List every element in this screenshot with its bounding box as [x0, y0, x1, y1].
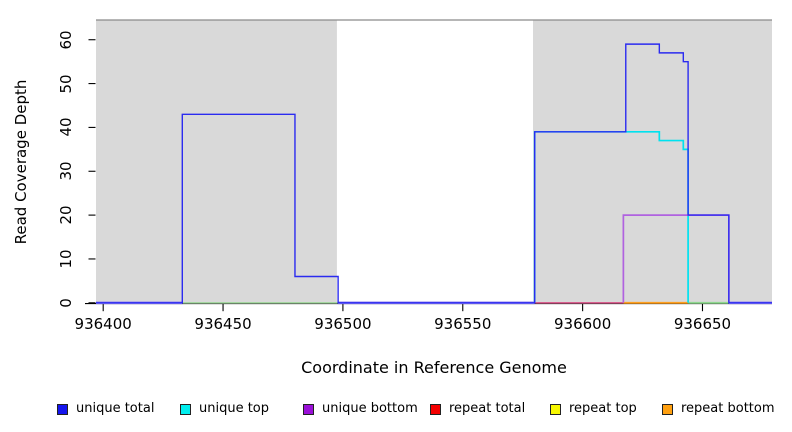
y-tick-label: 0 — [57, 298, 75, 308]
x-tick-label: 936400 — [74, 315, 132, 333]
y-tick-label: 50 — [57, 74, 75, 94]
legend-item-unique-total: unique total — [57, 401, 154, 417]
series-line-unique-total — [96, 43, 772, 304]
legend-swatch-unique-top — [180, 403, 191, 415]
legend-swatch-repeat-bottom — [662, 403, 673, 415]
legend-label: unique bottom — [322, 401, 418, 416]
x-tick-label: 936600 — [553, 315, 612, 333]
legend-item-repeat-total: repeat total — [430, 401, 525, 417]
x-tick-label: 936450 — [194, 315, 252, 333]
y-axis-title: Read Coverage Depth — [12, 79, 30, 245]
legend-label: repeat top — [569, 401, 637, 416]
x-tick-label: 936500 — [314, 315, 372, 333]
legend-label: repeat bottom — [681, 401, 775, 416]
legend-label: unique total — [76, 401, 155, 416]
legend-swatch-unique-total — [57, 403, 68, 415]
legend-item-unique-bottom: unique bottom — [303, 401, 418, 417]
legend-swatch-unique-bottom — [303, 403, 314, 415]
legend-label: unique top — [199, 401, 270, 416]
y-tick-label: 60 — [57, 30, 75, 50]
x-tick-label: 936650 — [673, 315, 732, 333]
x-tick-label: 936550 — [434, 315, 492, 333]
legend-item-repeat-bottom: repeat bottom — [662, 401, 775, 417]
shaded-region — [533, 20, 772, 304]
y-tick-label: 30 — [57, 161, 75, 181]
y-tick-label: 20 — [57, 205, 75, 225]
legend-swatch-repeat-top — [550, 403, 561, 415]
y-tick-label: 40 — [57, 117, 75, 137]
legend-swatch-repeat-total — [430, 403, 441, 415]
shaded-region — [96, 20, 337, 304]
y-tick-label: 10 — [57, 249, 75, 269]
legend-label: repeat total — [449, 401, 526, 416]
legend-item-unique-top: unique top — [180, 401, 269, 417]
x-axis-title: Coordinate in Reference Genome — [301, 358, 567, 377]
legend-item-repeat-top: repeat top — [550, 401, 637, 417]
